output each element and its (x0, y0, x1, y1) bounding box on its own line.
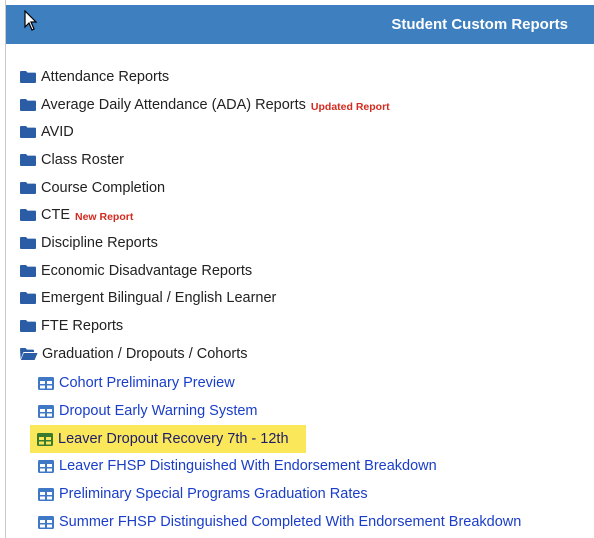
table-report-icon (38, 404, 54, 418)
folder-label: Class Roster (41, 152, 124, 168)
folder-label: Attendance Reports (41, 69, 170, 85)
table-report-icon (38, 376, 54, 390)
folder-label: AVID (41, 124, 74, 140)
reports-panel: Student Custom Reports (5, 0, 594, 538)
folder-label: Economic Disadvantage Reports (41, 263, 253, 279)
table-report-icon (38, 515, 54, 529)
report-label: Leaver FHSP Distinguished With Endorseme… (59, 458, 437, 474)
mouse-cursor-icon (24, 10, 38, 31)
folder-icon (20, 292, 36, 304)
folder-icon (20, 182, 36, 194)
folder-icon (20, 320, 36, 332)
folder-label: Average Daily Attendance (ADA) Reports (41, 97, 306, 113)
folder-icon (20, 99, 36, 111)
report-label: Leaver Dropout Recovery 7th - 12th (58, 431, 289, 447)
report-dropout-early-warning-system[interactable]: Dropout Early Warning System (34, 399, 264, 423)
folder-attendance-reports[interactable]: Attendance Reports (20, 65, 169, 89)
report-leaver-fhsp-distinguished[interactable]: Leaver FHSP Distinguished With Endorseme… (34, 454, 443, 478)
report-cohort-preliminary-preview[interactable]: Cohort Preliminary Preview (34, 371, 241, 395)
folder-emergent-bilingual[interactable]: Emergent Bilingual / English Learner (20, 286, 276, 310)
report-label: Cohort Preliminary Preview (59, 375, 235, 391)
folder-icon (20, 265, 36, 277)
folder-label: Discipline Reports (41, 235, 158, 251)
folder-ada-reports[interactable]: Average Daily Attendance (ADA) Reports U… (20, 93, 390, 117)
folder-class-roster[interactable]: Class Roster (20, 148, 124, 172)
folder-economic-disadvantage-reports[interactable]: Economic Disadvantage Reports (20, 259, 252, 283)
folder-avid[interactable]: AVID (20, 120, 74, 144)
folder-course-completion[interactable]: Course Completion (20, 176, 165, 200)
new-report-badge: New Report (75, 210, 134, 223)
report-preliminary-special-programs[interactable]: Preliminary Special Programs Graduation … (34, 482, 374, 506)
table-report-icon (37, 432, 53, 446)
report-summer-fhsp-distinguished[interactable]: Summer FHSP Distinguished Completed With… (34, 510, 527, 534)
panel-header: Student Custom Reports (6, 5, 594, 44)
folder-graduation-dropouts-cohorts[interactable]: Graduation / Dropouts / Cohorts (20, 342, 248, 366)
folder-cte[interactable]: CTE New Report (20, 203, 133, 227)
report-label: Preliminary Special Programs Graduation … (59, 486, 368, 502)
report-label: Summer FHSP Distinguished Completed With… (59, 514, 522, 530)
folder-discipline-reports[interactable]: Discipline Reports (20, 231, 158, 255)
folder-open-icon (20, 348, 38, 360)
report-label: Dropout Early Warning System (59, 403, 258, 419)
folder-icon (20, 209, 36, 221)
folder-label: Course Completion (41, 180, 166, 196)
table-report-icon (38, 487, 54, 501)
folder-icon (20, 237, 36, 249)
folder-icon (20, 71, 36, 83)
folder-label: Graduation / Dropouts / Cohorts (42, 346, 248, 362)
table-report-icon (38, 459, 54, 473)
folder-icon (20, 154, 36, 166)
updated-report-badge: Updated Report (310, 100, 390, 113)
folder-label: FTE Reports (41, 318, 124, 334)
folder-icon (20, 126, 36, 138)
folder-label: CTE (41, 207, 70, 223)
folder-label: Emergent Bilingual / English Learner (41, 290, 277, 306)
report-leaver-dropout-recovery[interactable]: Leaver Dropout Recovery 7th - 12th (30, 425, 306, 453)
panel-title: Student Custom Reports (391, 16, 568, 33)
folder-fte-reports[interactable]: FTE Reports (20, 314, 123, 338)
